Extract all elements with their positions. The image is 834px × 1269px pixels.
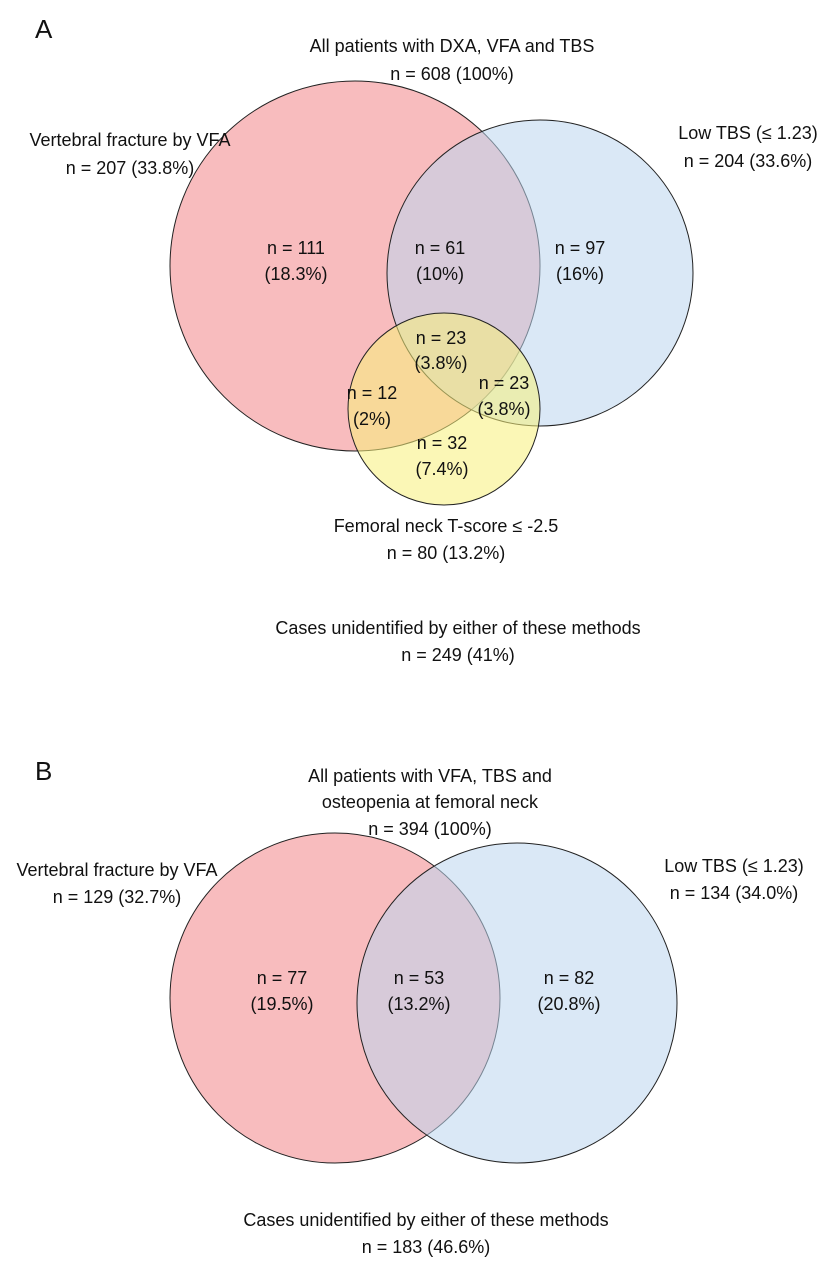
panel-a-tbs-fn-count: n = 23 <box>479 373 530 393</box>
panel-a-vfa-fn-pct: (2%) <box>353 409 391 429</box>
panel-a-total-line1: All patients with DXA, VFA and TBS <box>310 36 595 56</box>
panel-a: A All patients with DXA, VFA and TBS n =… <box>29 14 817 665</box>
panel-a-vfa-label-line1: Vertebral fracture by VFA <box>29 130 230 150</box>
panel-b-total-line3: n = 394 (100%) <box>368 819 492 839</box>
panel-a-vfa-only-count: n = 111 <box>267 238 325 258</box>
panel-a-fn-label-line2: n = 80 (13.2%) <box>387 543 506 563</box>
panel-b-unidentified-line1: Cases unidentified by either of these me… <box>243 1210 608 1230</box>
panel-a-unidentified-line2: n = 249 (41%) <box>401 645 515 665</box>
panel-a-tbs-label-line2: n = 204 (33.6%) <box>684 151 813 171</box>
panel-b-letter: B <box>35 756 52 786</box>
panel-a-fn-circle <box>347 312 541 506</box>
panel-b-tbs-circle <box>356 842 678 1164</box>
panel-a-tbs-fn-pct: (3.8%) <box>477 399 530 419</box>
panel-b-vfa-label-line1: Vertebral fracture by VFA <box>16 860 217 880</box>
panel-b: B All patients with VFA, TBS and osteope… <box>16 756 803 1257</box>
panel-a-fn-only-count: n = 32 <box>417 433 468 453</box>
panel-b-vfa-tbs-count: n = 53 <box>394 968 445 988</box>
panel-b-total-line1: All patients with VFA, TBS and <box>308 766 552 786</box>
panel-b-vfa-label-line2: n = 129 (32.7%) <box>53 887 182 907</box>
panel-a-vfa-fn-count: n = 12 <box>347 383 398 403</box>
panel-a-vfa-only-pct: (18.3%) <box>264 264 327 284</box>
panel-a-tbs-label-line1: Low TBS (≤ 1.23) <box>678 123 818 143</box>
panel-a-fn-label-line1: Femoral neck T-score ≤ -2.5 <box>334 516 559 536</box>
panel-b-unidentified-line2: n = 183 (46.6%) <box>362 1237 491 1257</box>
panel-a-vfa-tbs-count: n = 61 <box>415 238 466 258</box>
panel-b-tbs-only-pct: (20.8%) <box>537 994 600 1014</box>
panel-a-letter: A <box>35 14 53 44</box>
panel-a-total-line2: n = 608 (100%) <box>390 64 514 84</box>
panel-b-tbs-only-count: n = 82 <box>544 968 595 988</box>
panel-a-vfa-tbs-pct: (10%) <box>416 264 464 284</box>
panel-b-tbs-label-line2: n = 134 (34.0%) <box>670 883 799 903</box>
panel-b-tbs-label-line1: Low TBS (≤ 1.23) <box>664 856 804 876</box>
panel-a-all-three-count: n = 23 <box>416 328 467 348</box>
panel-a-vfa-label-line2: n = 207 (33.8%) <box>66 158 195 178</box>
panel-a-fn-only-pct: (7.4%) <box>415 459 468 479</box>
panel-a-unidentified-line1: Cases unidentified by either of these me… <box>275 618 640 638</box>
panel-a-all-three-pct: (3.8%) <box>414 353 467 373</box>
panel-b-vfa-only-pct: (19.5%) <box>250 994 313 1014</box>
panel-a-tbs-only-count: n = 97 <box>555 238 606 258</box>
panel-b-total-line2: osteopenia at femoral neck <box>322 792 539 812</box>
panel-b-vfa-only-count: n = 77 <box>257 968 308 988</box>
panel-b-vfa-tbs-pct: (13.2%) <box>387 994 450 1014</box>
panel-a-tbs-only-pct: (16%) <box>556 264 604 284</box>
